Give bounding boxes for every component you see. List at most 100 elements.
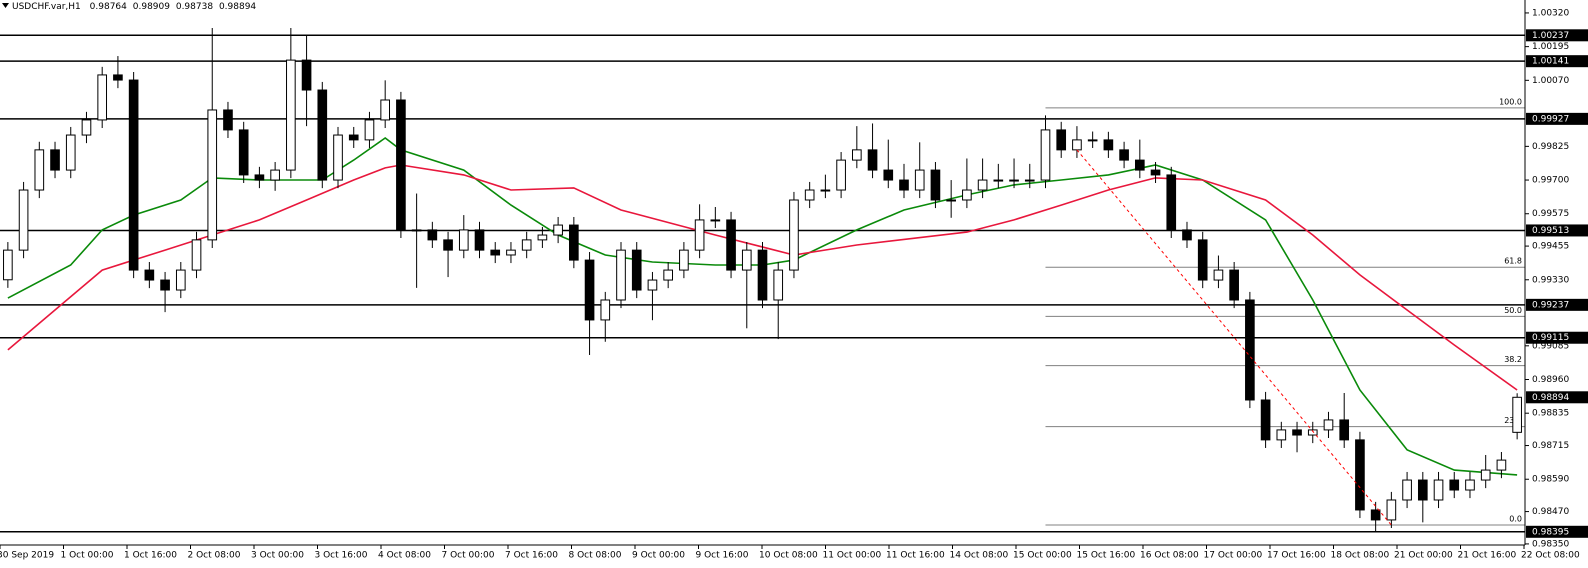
candle-body [1150,169,1161,176]
candle-body [270,169,280,181]
x-tick-label: 3 Oct 16:00 [315,551,368,561]
candle-body [1449,479,1460,491]
quote-open: 0.98764 [90,2,127,12]
y-tick-label: 0.99085 [1532,341,1569,351]
candle-body [364,119,375,141]
candle-body [1417,479,1428,501]
candle-body [1276,429,1287,441]
level-label: 0.99927 [1532,114,1569,124]
candle-body [1307,429,1318,436]
candle-body [600,299,611,321]
candle-body [836,159,846,191]
candle-body [1496,459,1507,471]
y-tick-label: 0.99825 [1532,142,1569,152]
x-tick-label: 8 Oct 08:00 [569,551,622,561]
x-tick-label: 15 Oct 00:00 [1013,551,1072,561]
candle-body [867,149,878,171]
candle-body [1072,139,1082,151]
candle-body [710,219,721,222]
candle-body [1260,399,1271,441]
candle-body [679,249,689,271]
x-tick-label: 3 Oct 00:00 [251,551,304,561]
x-tick-label: 7 Oct 00:00 [442,551,495,561]
candle-body [962,189,972,201]
candle-body [81,119,92,136]
y-tick-label: 0.98350 [1532,539,1569,549]
candle-body [1197,239,1208,281]
candle-body [726,219,736,271]
candle-body [286,59,296,171]
level-label: 1.00237 [1532,31,1569,41]
candle-body [396,99,406,231]
y-tick-label: 0.99700 [1532,176,1569,186]
candle-body [1103,139,1114,151]
level-label-box [1526,112,1588,125]
candle-body [207,109,218,241]
level-label-box [1526,29,1588,42]
x-tick-label: 15 Oct 16:00 [1077,551,1136,561]
candle-body [663,269,673,281]
x-tick-label: 11 Oct 16:00 [886,551,945,561]
plot-area: 100.061.850.038.223.60.0 [0,28,1525,533]
candle-body [631,249,642,291]
candle-body [50,149,60,171]
x-tick-label: 1 Oct 00:00 [61,551,114,561]
x-tick-label: 4 Oct 08:00 [378,551,431,561]
candle-body [1009,179,1019,182]
level-label-box [1526,55,1588,68]
x-tick-label: 14 Oct 08:00 [950,551,1009,561]
candle-body [18,189,29,251]
candle-body [883,169,894,181]
candle-body [65,134,76,171]
candle-body [348,134,359,141]
time-axis-bg [0,545,1588,568]
candle-body [584,259,595,321]
fib-label: 100.0 [1499,97,1522,106]
candle-body [3,249,13,281]
current-price-label-box [1526,391,1588,404]
level-label-box [1526,525,1588,538]
price-axis-bg [1525,0,1588,568]
x-tick-label: 10 Oct 08:00 [759,551,818,561]
candle-body [223,109,233,131]
level-label-box [1526,331,1588,344]
x-tick-label: 7 Oct 16:00 [505,551,558,561]
candle-body [773,269,784,301]
candle-body [427,229,438,241]
level-label-box [1526,224,1588,237]
candle-body [914,169,925,191]
candle-body [238,129,249,176]
candle-body [852,149,862,161]
x-tick-label: 2 Oct 08:00 [188,551,241,561]
candle-body [301,59,312,91]
candle-body [757,249,768,301]
candle-body [537,234,548,241]
candle-body [741,249,752,271]
fib-label: 61.8 [1504,257,1522,266]
candle-body [113,74,123,81]
y-tick-label: 0.98715 [1532,441,1569,451]
quote-close: 0.98894 [219,2,256,12]
x-tick-label: 11 Oct 00:00 [823,551,882,561]
candle-body [1134,159,1145,171]
candle-body [1292,429,1302,436]
x-tick-label: 9 Oct 16:00 [696,551,749,561]
candle-body [647,279,658,291]
candle-body [1465,479,1475,491]
candle-body [553,224,563,236]
candle-body [1402,479,1412,501]
x-tick-label: 22 Oct 08:00 [1521,551,1580,561]
x-tick-label: 17 Oct 16:00 [1267,551,1326,561]
candle-body [1339,419,1350,441]
candle-body [1040,129,1051,181]
level-label: 0.99237 [1532,300,1569,310]
candle-body [977,179,988,191]
axes: 1.00320 1.00195 1.00070 0.99825 0.99700 0.995… [0,8,1588,561]
candle-body [789,199,799,271]
current-price-label: 0.98894 [1532,393,1569,403]
level-label: 0.98395 [1532,527,1569,537]
candle-body [1119,149,1129,161]
